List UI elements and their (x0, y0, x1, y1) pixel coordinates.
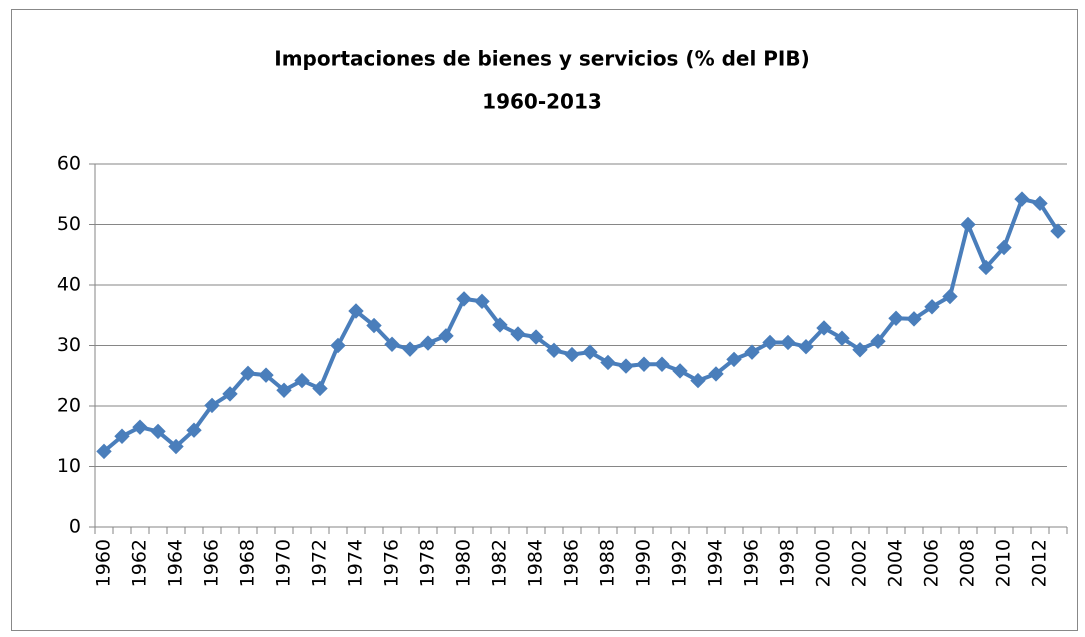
x-tick-label: 1970 (273, 539, 295, 587)
x-tick-label: 1962 (129, 539, 151, 587)
data-marker (114, 428, 130, 444)
data-marker (150, 423, 166, 440)
data-marker (564, 346, 580, 363)
x-tick-label: 2004 (885, 539, 907, 587)
data-marker (132, 419, 148, 435)
y-tick-label: 50 (57, 213, 81, 235)
data-marker (654, 356, 670, 372)
x-tick-label: 1994 (705, 539, 727, 587)
x-tick-label: 2000 (813, 539, 835, 587)
data-marker (888, 310, 904, 326)
data-marker (618, 358, 634, 374)
x-tick-label: 1982 (489, 539, 511, 587)
data-marker (276, 382, 292, 398)
data-marker (708, 366, 724, 382)
data-marker (168, 438, 184, 455)
data-marker (978, 259, 994, 276)
data-marker (186, 422, 202, 438)
data-marker (456, 291, 472, 307)
x-tick-label: 1984 (525, 539, 547, 587)
y-tick-label: 0 (69, 516, 81, 538)
data-marker (312, 380, 328, 397)
data-marker (942, 288, 958, 305)
data-marker (492, 317, 508, 333)
y-tick-label: 10 (57, 455, 81, 477)
data-marker (420, 335, 436, 351)
data-marker (348, 303, 364, 319)
x-tick-label: 2002 (849, 539, 871, 587)
data-marker (204, 397, 220, 414)
data-marker (870, 333, 886, 349)
x-tick-label: 1990 (633, 539, 655, 587)
data-marker (258, 367, 274, 383)
x-tick-label: 1974 (345, 539, 367, 587)
x-tick-label: 1998 (777, 539, 799, 587)
x-tick-label: 1972 (309, 539, 331, 587)
data-marker (1032, 195, 1048, 212)
data-marker (474, 293, 490, 310)
data-marker (294, 372, 310, 389)
data-marker (672, 363, 688, 379)
data-marker (546, 342, 562, 359)
data-marker (96, 443, 112, 460)
data-marker (636, 356, 652, 372)
data-marker (852, 342, 868, 358)
x-tick-label: 1980 (453, 539, 475, 587)
data-marker (762, 334, 778, 351)
data-marker (996, 239, 1012, 256)
y-tick-label: 30 (57, 334, 81, 356)
data-marker (924, 299, 940, 315)
y-tick-label: 40 (57, 274, 81, 296)
data-marker (240, 365, 256, 382)
data-marker (834, 330, 850, 346)
data-marker (1014, 191, 1030, 207)
data-marker (780, 334, 796, 351)
data-marker (528, 329, 544, 345)
data-marker (366, 317, 382, 334)
x-tick-label: 2012 (1029, 539, 1051, 587)
x-tick-label: 1966 (201, 539, 223, 587)
data-marker (690, 372, 706, 389)
data-marker (1050, 223, 1066, 239)
x-tick-label: 2010 (993, 539, 1015, 587)
x-tick-label: 1960 (93, 539, 115, 587)
data-marker (582, 344, 598, 360)
data-marker (906, 311, 922, 327)
data-marker (744, 344, 760, 360)
y-tick-label: 60 (57, 153, 81, 175)
x-tick-label: 1978 (417, 539, 439, 587)
x-tick-label: 2008 (957, 539, 979, 587)
data-marker (438, 328, 454, 344)
x-tick-label: 1964 (165, 539, 187, 587)
data-marker (960, 216, 976, 233)
data-marker (330, 337, 346, 354)
x-tick-label: 1986 (561, 539, 583, 587)
chart-subtitle: 1960-2013 (482, 90, 602, 114)
y-tick-label: 20 (57, 395, 81, 417)
x-tick-label: 1968 (237, 539, 259, 587)
data-marker (816, 320, 832, 336)
x-tick-label: 1988 (597, 539, 619, 587)
data-marker (510, 326, 526, 342)
x-tick-label: 2006 (921, 539, 943, 587)
chart-title: Importaciones de bienes y servicios (% d… (274, 47, 810, 71)
x-tick-label: 1992 (669, 539, 691, 587)
data-marker (798, 339, 814, 355)
x-tick-label: 1976 (381, 539, 403, 587)
x-tick-label: 1996 (741, 539, 763, 587)
data-marker (384, 336, 400, 352)
data-marker (222, 386, 238, 402)
data-marker (726, 351, 742, 368)
data-marker (402, 341, 418, 357)
data-marker (600, 354, 616, 371)
